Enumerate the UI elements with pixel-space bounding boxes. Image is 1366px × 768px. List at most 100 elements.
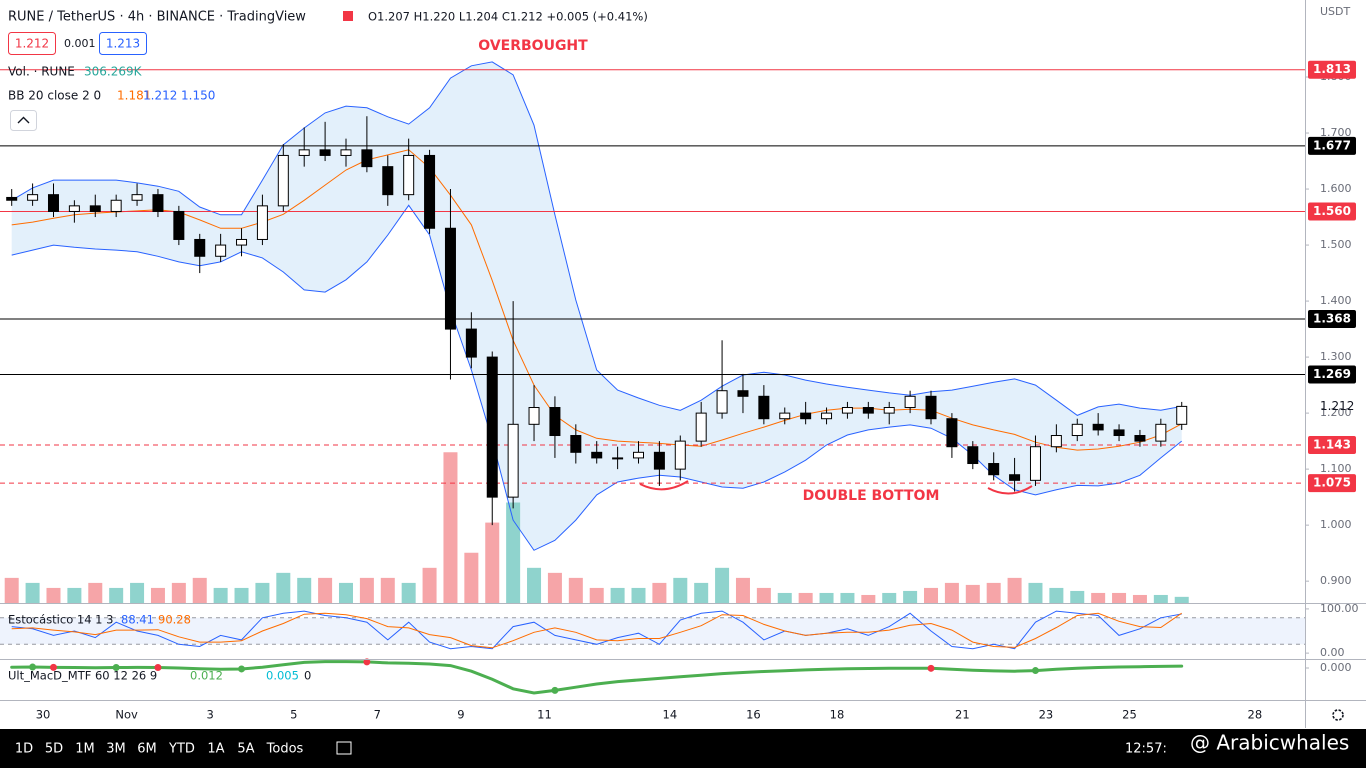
bb-lower: [11, 204, 1183, 551]
volume-bar: [861, 594, 876, 603]
range-button[interactable]: 1A: [207, 742, 224, 757]
volume-bar: [715, 567, 730, 603]
level-label-bg: [1308, 310, 1356, 329]
buy-button[interactable]: [99, 32, 147, 55]
macd-signal-dot: [551, 686, 559, 694]
volume-bar: [819, 592, 834, 603]
volume-bar: [840, 592, 855, 603]
candle-body: [1050, 435, 1062, 448]
annotation-arc: [639, 480, 689, 491]
date-range-icon[interactable]: [336, 741, 352, 755]
y-tick-label: 1.200: [1320, 406, 1352, 419]
candle-body: [653, 451, 665, 470]
volume-bar: [276, 572, 291, 603]
range-button[interactable]: YTD: [168, 742, 195, 757]
candle-body: [821, 412, 833, 420]
candle-body: [403, 154, 415, 196]
candle-body: [47, 194, 59, 212]
volume-legend: Vol. · RUNE: [8, 65, 75, 79]
volume-bar: [1174, 596, 1189, 603]
range-button[interactable]: 3M: [106, 742, 126, 757]
volume-bar: [422, 567, 437, 603]
candle-body: [967, 446, 979, 465]
x-tick-label: 16: [746, 708, 761, 722]
macd-value: 0.012: [190, 669, 223, 683]
candle-body: [1071, 423, 1083, 437]
candle-body: [27, 194, 39, 201]
candle-body: [215, 244, 227, 257]
candle-body: [925, 395, 937, 420]
volume-bar: [589, 587, 604, 603]
alert-icon[interactable]: [343, 11, 353, 21]
macd-signal-dot: [112, 664, 120, 672]
spread: 0.001: [64, 37, 96, 50]
candle-body: [319, 149, 331, 156]
annotation-arc: [987, 485, 1033, 495]
candle-body: [340, 149, 352, 156]
candle-body: [298, 149, 310, 156]
range-button[interactable]: Todos: [266, 742, 304, 757]
range-button[interactable]: 1D: [15, 742, 33, 757]
candle-body: [131, 194, 143, 201]
bb-upper-value: 1.212: [143, 89, 177, 103]
volume-bar: [903, 590, 918, 603]
volume-bar: [924, 587, 939, 603]
bb-upper: [11, 61, 1182, 416]
range-button[interactable]: 5D: [45, 742, 63, 757]
candle-body: [465, 328, 477, 358]
range-button[interactable]: 6M: [137, 742, 157, 757]
bid-price[interactable]: 1.212: [15, 37, 49, 51]
candle-body: [570, 435, 582, 453]
volume-bar: [1028, 582, 1043, 603]
y-tick-label: 100.00: [1320, 602, 1359, 615]
level-label: 1.143: [1313, 438, 1351, 452]
volume-bar: [694, 582, 709, 603]
volume-bar: [1049, 587, 1064, 603]
candle-body: [800, 412, 812, 420]
range-button[interactable]: 5A: [237, 742, 254, 757]
level-label: 1.677: [1313, 138, 1351, 152]
volume-bar: [338, 582, 353, 603]
y-tick-label: 1.700: [1320, 126, 1352, 139]
volume-bar: [464, 552, 479, 603]
range-button[interactable]: 1M: [75, 742, 95, 757]
candle-body: [173, 210, 185, 240]
level-label: 1.813: [1313, 62, 1351, 76]
stoch-k: [11, 610, 1182, 650]
settings-icon[interactable]: [1332, 709, 1344, 721]
volume-bar: [882, 592, 897, 603]
volume-bar: [359, 577, 374, 603]
volume-bar: [171, 582, 186, 603]
volume-bar: [777, 592, 792, 603]
volume-bar: [4, 577, 19, 603]
macd-signal-dot: [154, 664, 162, 672]
collapse-button[interactable]: [10, 110, 37, 131]
stoch-band: [0, 617, 1305, 645]
volume-bar: [255, 582, 270, 603]
volume-bar: [485, 522, 500, 603]
macd-signal-dot: [927, 664, 935, 672]
candle-body: [862, 407, 874, 414]
candle-body: [1176, 405, 1188, 425]
macd-line: [10, 660, 1184, 695]
macd-signal-value: 0.005: [266, 669, 299, 683]
candle-body: [256, 205, 268, 240]
y-tick-label: 1.300: [1320, 350, 1352, 363]
stoch-k-value: 88.41: [121, 613, 154, 627]
level-label-bg: [1308, 202, 1356, 221]
ohlc-readout: O1.207 H1.220 L1.204 C1.212 +0.005 (+0.4…: [368, 10, 648, 24]
level-label: 1.269: [1313, 367, 1351, 381]
x-tick-label: 18: [830, 708, 845, 722]
candle-body: [382, 166, 394, 196]
x-tick-label: 23: [1039, 708, 1054, 722]
currency-label[interactable]: USDT: [1320, 5, 1351, 18]
candle-body: [674, 440, 686, 470]
volume-bar: [46, 587, 61, 603]
candle-body: [758, 395, 770, 420]
macd-signal-dot: [29, 663, 37, 671]
sell-button[interactable]: [8, 32, 56, 55]
watermark: @ Arabicwhales: [1190, 731, 1349, 755]
x-tick-label: 11: [537, 708, 552, 722]
ask-price[interactable]: 1.213: [106, 37, 140, 51]
